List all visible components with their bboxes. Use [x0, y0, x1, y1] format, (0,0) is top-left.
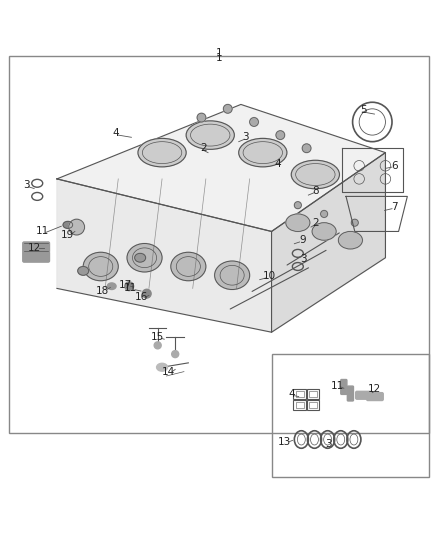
Text: 15: 15	[151, 333, 164, 343]
Text: 13: 13	[278, 437, 291, 447]
Ellipse shape	[135, 253, 145, 262]
Ellipse shape	[291, 160, 339, 189]
Text: 3: 3	[325, 439, 332, 449]
Text: 3: 3	[300, 254, 307, 264]
FancyBboxPatch shape	[23, 252, 49, 262]
Ellipse shape	[107, 283, 116, 289]
Ellipse shape	[171, 252, 206, 281]
Text: 6: 6	[391, 161, 398, 171]
FancyBboxPatch shape	[23, 242, 49, 253]
FancyBboxPatch shape	[347, 386, 353, 401]
Ellipse shape	[312, 223, 336, 240]
Circle shape	[250, 118, 258, 126]
Text: 8: 8	[312, 186, 319, 196]
FancyBboxPatch shape	[367, 393, 383, 400]
Circle shape	[125, 282, 134, 290]
Text: 1: 1	[215, 53, 223, 63]
Text: 2: 2	[200, 143, 207, 154]
Ellipse shape	[83, 252, 118, 281]
Text: 7: 7	[391, 203, 398, 212]
Circle shape	[69, 219, 85, 235]
Ellipse shape	[239, 139, 287, 167]
Text: 4: 4	[288, 390, 295, 399]
Ellipse shape	[338, 231, 363, 249]
Ellipse shape	[215, 261, 250, 289]
FancyBboxPatch shape	[341, 379, 347, 394]
Circle shape	[223, 104, 232, 113]
Polygon shape	[272, 152, 385, 332]
Text: 3: 3	[242, 132, 249, 142]
Circle shape	[172, 351, 179, 358]
Ellipse shape	[63, 221, 73, 229]
Circle shape	[351, 219, 358, 226]
Text: 11: 11	[331, 381, 344, 391]
Circle shape	[154, 342, 161, 349]
Text: 4: 4	[113, 128, 120, 138]
Circle shape	[276, 131, 285, 140]
Text: 19: 19	[61, 230, 74, 240]
Text: 18: 18	[96, 286, 110, 296]
Text: 2: 2	[312, 217, 319, 228]
Ellipse shape	[138, 139, 186, 167]
Ellipse shape	[157, 364, 167, 371]
Text: 17: 17	[119, 280, 132, 290]
Text: 11: 11	[36, 227, 49, 237]
Text: 4: 4	[275, 159, 282, 168]
Text: 16: 16	[134, 292, 148, 302]
Polygon shape	[57, 179, 272, 332]
Text: 14: 14	[162, 367, 175, 377]
Bar	[272, 354, 429, 477]
Ellipse shape	[186, 121, 234, 149]
Bar	[9, 56, 429, 433]
Circle shape	[142, 289, 151, 298]
Circle shape	[321, 211, 328, 217]
Text: 1: 1	[215, 48, 223, 58]
Text: 3: 3	[23, 181, 30, 190]
Ellipse shape	[78, 266, 88, 275]
Polygon shape	[57, 104, 385, 231]
Circle shape	[294, 201, 301, 209]
Ellipse shape	[286, 214, 310, 231]
Ellipse shape	[127, 244, 162, 272]
Text: 10: 10	[263, 271, 276, 281]
Text: 12: 12	[368, 384, 381, 394]
Text: 5: 5	[360, 104, 367, 115]
Text: 11: 11	[124, 284, 137, 293]
Text: 12: 12	[28, 243, 41, 253]
Text: 9: 9	[299, 235, 306, 245]
Circle shape	[302, 144, 311, 152]
Circle shape	[197, 113, 206, 122]
FancyBboxPatch shape	[356, 391, 372, 399]
